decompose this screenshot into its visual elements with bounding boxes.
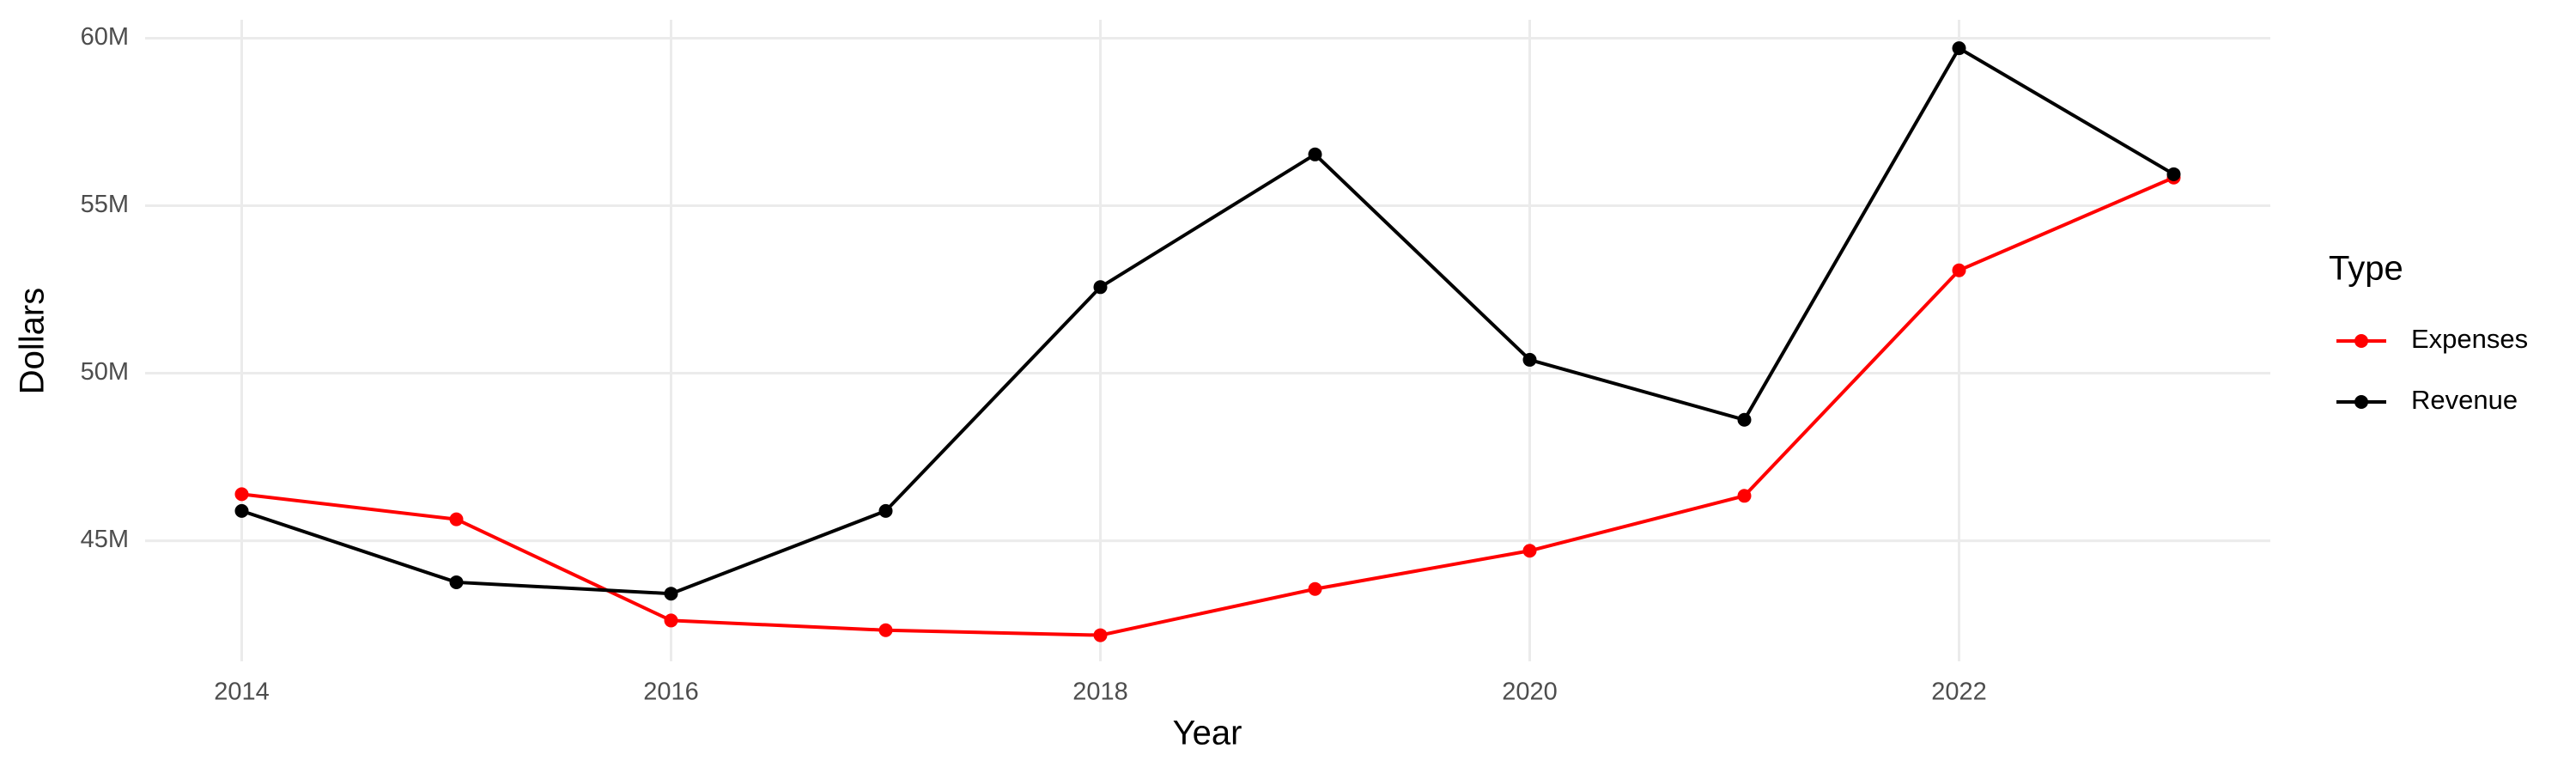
data-point — [878, 503, 893, 518]
legend-key-point — [2354, 395, 2368, 409]
data-point — [878, 623, 893, 637]
y-axis-title: Dollars — [14, 288, 52, 394]
data-point — [1737, 412, 1752, 427]
data-point — [234, 487, 249, 502]
data-point — [1952, 263, 1966, 277]
x-tick-label: 2020 — [1502, 679, 1558, 706]
data-point — [1737, 489, 1752, 503]
series-line — [241, 175, 2175, 637]
data-point — [449, 512, 464, 526]
data-point — [1308, 147, 1322, 161]
y-tick-label: 60M — [81, 23, 129, 51]
x-tick-label: 2018 — [1072, 679, 1128, 706]
data-point — [664, 613, 678, 628]
data-point — [449, 575, 464, 589]
data-point — [2166, 167, 2181, 181]
data-point — [664, 587, 678, 601]
x-tick-label: 2014 — [214, 679, 270, 706]
data-point — [1093, 280, 1108, 295]
x-tick-label: 2022 — [1931, 679, 1987, 706]
legend-key-point — [2354, 334, 2368, 348]
x-axis-title: Year — [1173, 715, 1242, 752]
data-point — [234, 503, 249, 518]
data-point — [1952, 41, 1966, 56]
data-point — [1522, 544, 1537, 558]
y-tick-label: 55M — [81, 191, 129, 218]
y-tick-label: 45M — [81, 526, 129, 553]
series-line — [240, 46, 2175, 596]
data-point — [1308, 581, 1322, 596]
legend-title: Type — [2329, 250, 2403, 288]
legend-label: Revenue — [2411, 385, 2518, 415]
data-point — [1093, 628, 1108, 642]
x-tick-label: 2016 — [643, 679, 699, 706]
data-point — [1522, 352, 1537, 367]
legend-label: Expenses — [2411, 324, 2528, 354]
y-tick-label: 50M — [81, 358, 129, 386]
